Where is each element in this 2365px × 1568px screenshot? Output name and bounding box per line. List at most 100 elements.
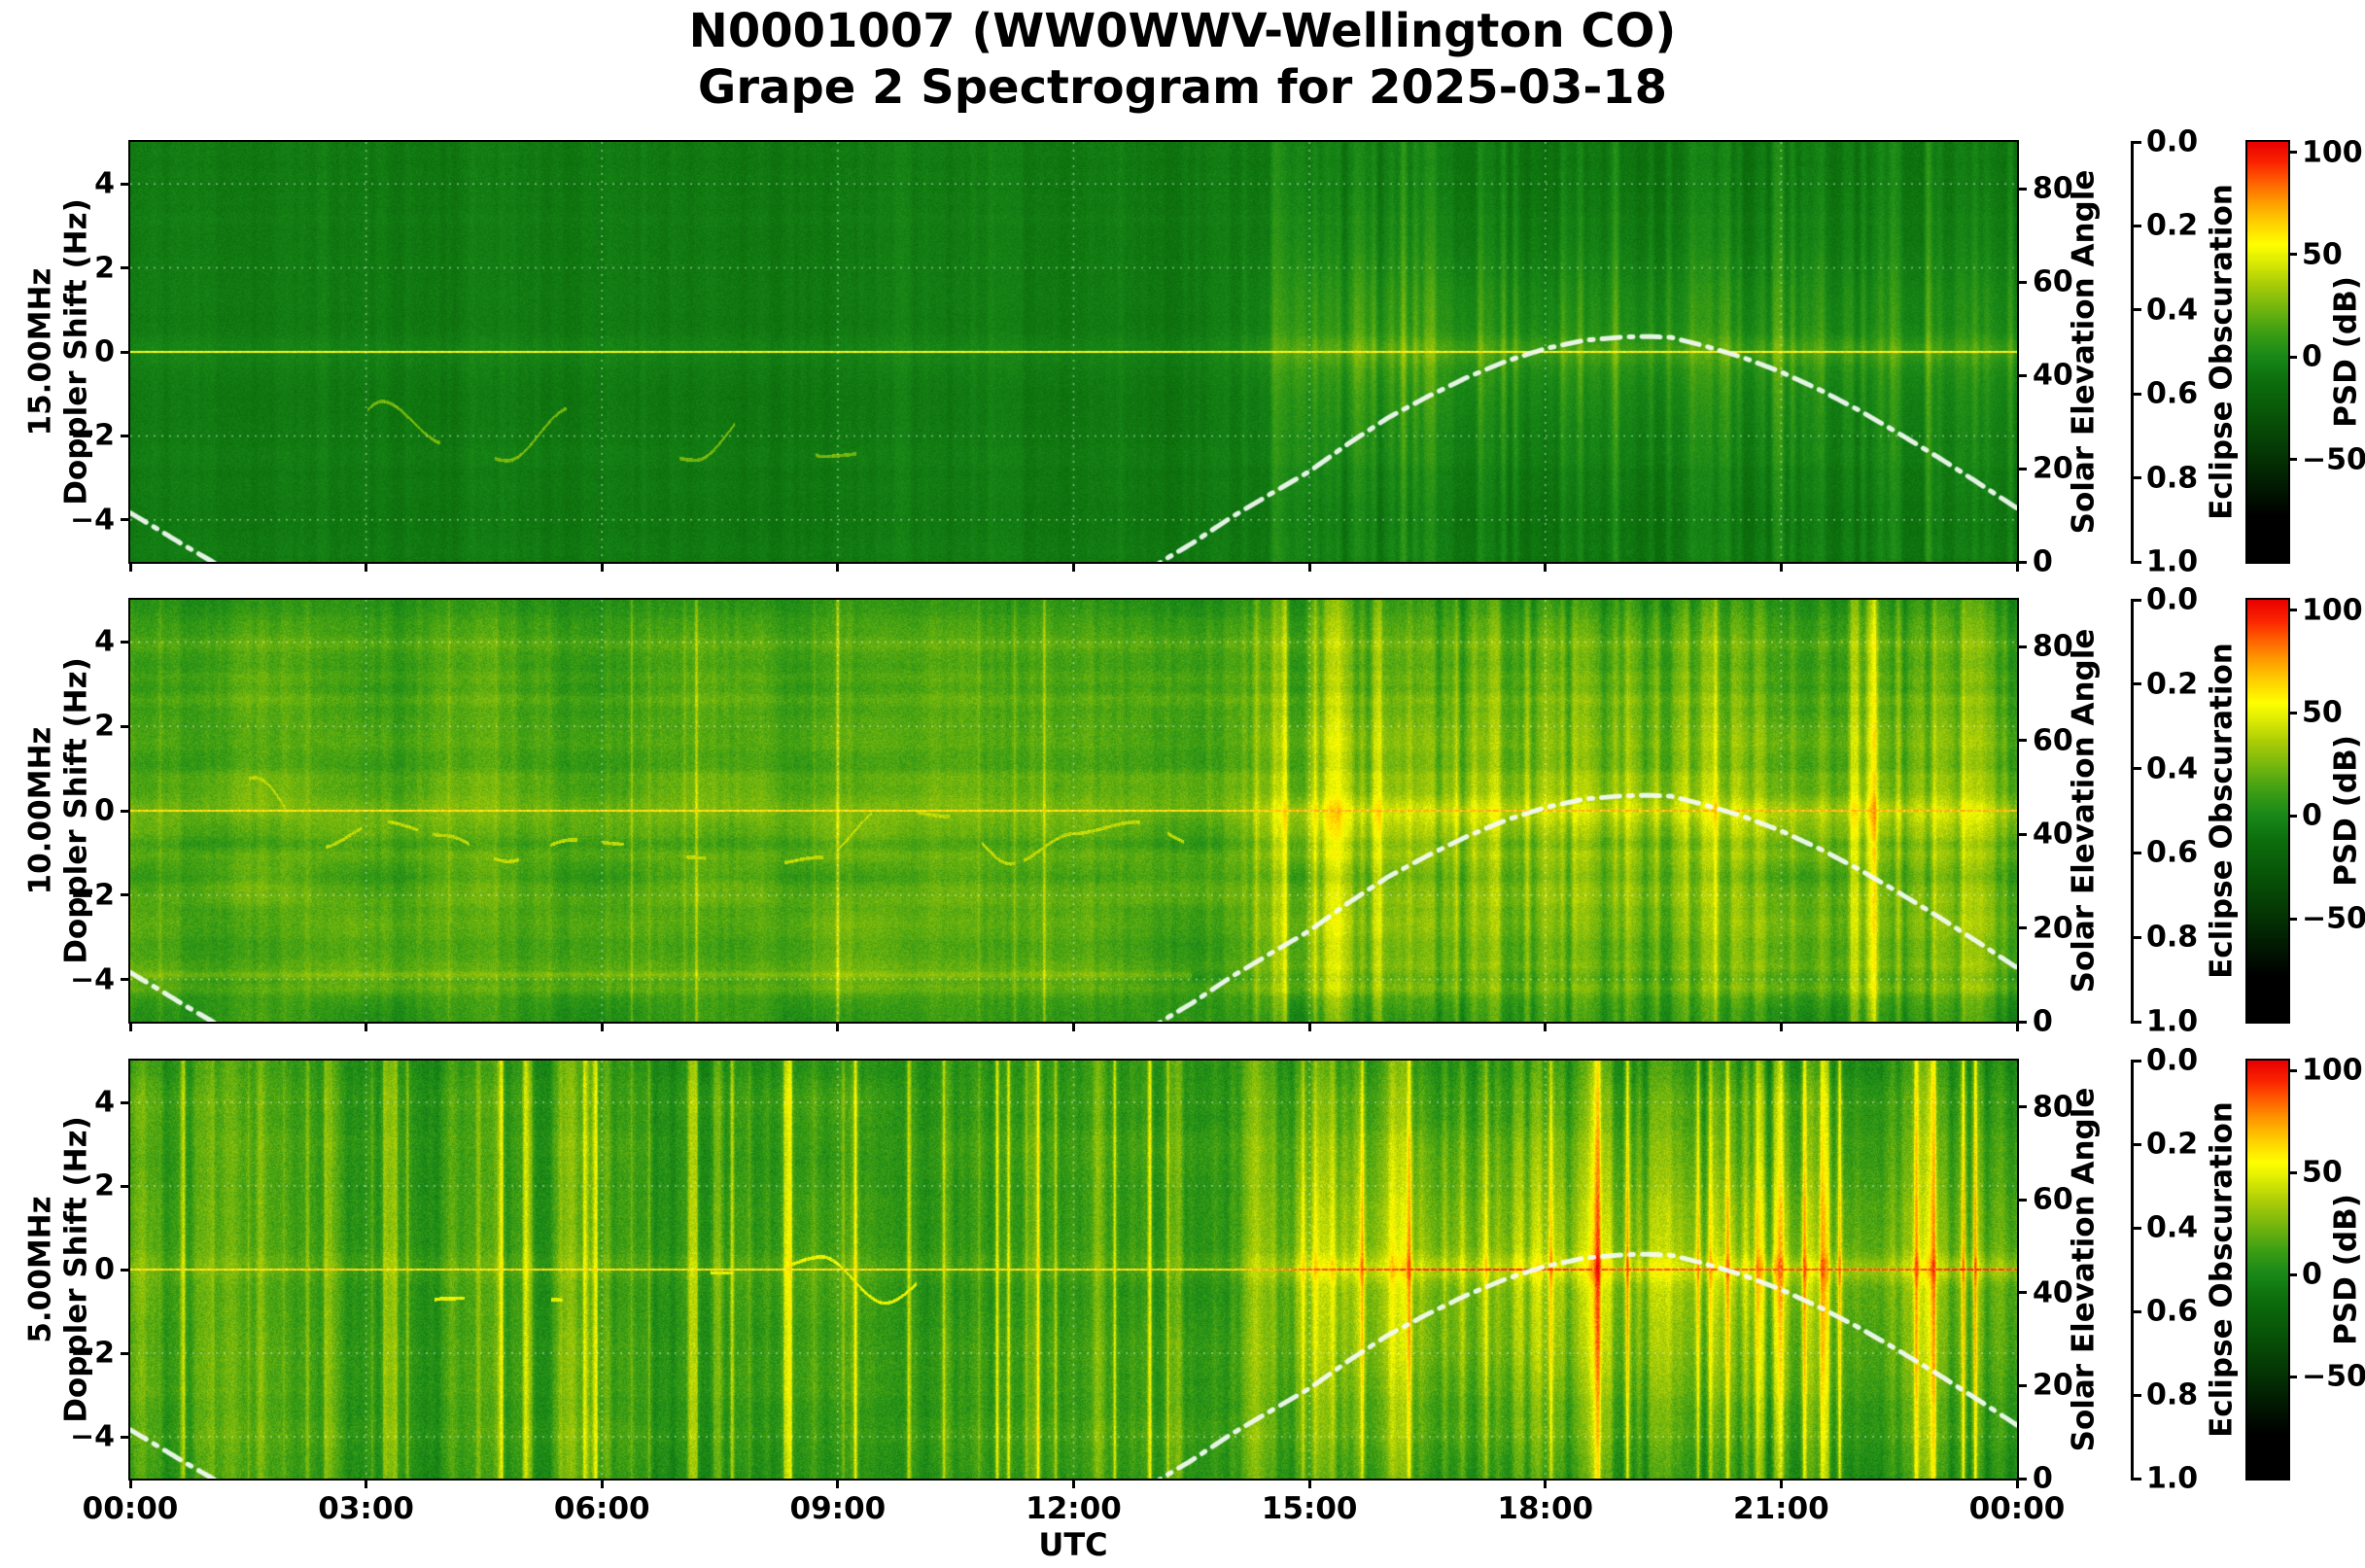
solar-tick-label: 80	[2033, 1090, 2073, 1125]
x-tick-mark	[128, 562, 132, 572]
x-tick-label: 09:00	[789, 1491, 887, 1526]
colorbar-tick-mark	[2288, 814, 2297, 818]
eclipse-tick-label: 1.0	[2146, 1461, 2199, 1496]
x-tick-mark	[365, 1022, 368, 1031]
x-tick-mark	[128, 1022, 132, 1031]
x-tick-mark	[1544, 1022, 1548, 1031]
eclipse-tick-mark	[2131, 767, 2141, 771]
eclipse-tick-label: 0.4	[2146, 293, 2199, 328]
x-tick-mark	[1544, 1479, 1548, 1488]
eclipse-tick-label: 0.6	[2146, 376, 2199, 411]
colorbar-tick-label: 50	[2302, 695, 2343, 730]
solar-tick-mark	[2017, 832, 2027, 836]
eclipse-tick-mark	[2131, 598, 2141, 602]
doppler-shift-label: Doppler Shift (Hz)	[58, 198, 93, 505]
solar-tick-mark	[2017, 1198, 2027, 1202]
x-tick-mark	[1779, 1022, 1783, 1031]
eclipse-tick-label: 1.0	[2146, 544, 2199, 579]
x-tick-label: 18:00	[1497, 1491, 1594, 1526]
band-label: 15.00MHz	[22, 267, 58, 436]
spectrogram-panel-15mhz	[128, 140, 2019, 564]
y-tick-mark	[121, 1268, 130, 1272]
x-tick-label: 03:00	[318, 1491, 414, 1526]
eclipse-tick-label: 0.4	[2146, 1210, 2199, 1245]
colorbar-tick-label: 0	[2302, 798, 2322, 833]
solar-tick-mark	[2017, 1105, 2027, 1109]
solar-tick-mark	[2017, 467, 2027, 470]
spectrogram-10mhz-canvas	[130, 600, 2017, 1022]
x-tick-mark	[2015, 1479, 2019, 1488]
y-tick-label: −2	[69, 1336, 115, 1371]
y-tick-mark	[121, 809, 130, 813]
colorbar-tick-mark	[2288, 1375, 2297, 1378]
solar-tick-label: 40	[2033, 1275, 2073, 1310]
x-tick-mark	[1072, 562, 1075, 572]
colorbar-5mhz	[2245, 1059, 2290, 1481]
eclipse-tick-label: 0.0	[2146, 1043, 2199, 1078]
x-tick-mark	[836, 1022, 840, 1031]
solar-tick-mark	[2017, 926, 2027, 930]
y-tick-label: 2	[94, 709, 115, 744]
x-tick-mark	[836, 562, 840, 572]
solar-tick-label: 80	[2033, 171, 2073, 206]
x-tick-mark	[1779, 1479, 1783, 1488]
eclipse-tick-label: 0.0	[2146, 582, 2199, 617]
eclipse-tick-mark	[2131, 1309, 2141, 1313]
eclipse-tick-label: 0.8	[2146, 920, 2199, 955]
colorbar-tick-label: −50	[2302, 442, 2365, 477]
colorbar-tick-label: 100	[2302, 593, 2363, 628]
eclipse-tick-mark	[2131, 392, 2141, 396]
x-tick-mark	[365, 562, 368, 572]
solar-tick-mark	[2017, 1020, 2027, 1024]
solar-tick-mark	[2017, 739, 2027, 743]
spectrogram-panel-10mhz	[128, 598, 2019, 1024]
eclipse-tick-label: 0.2	[2146, 1127, 2199, 1162]
figure-title: N0001007 (WW0WWV-Wellington CO) Grape 2 …	[0, 4, 2365, 116]
title-line-2: Grape 2 Spectrogram for 2025-03-18	[697, 59, 1668, 115]
y-tick-label: −4	[69, 1419, 115, 1454]
x-tick-label: 00:00	[1968, 1491, 2066, 1526]
y-tick-label: 0	[94, 793, 115, 828]
colorbar-tick-label: 0	[2302, 339, 2322, 374]
y-tick-mark	[121, 893, 130, 897]
colorbar-tick-label: 100	[2302, 135, 2363, 170]
eclipse-tick-mark	[2131, 1142, 2141, 1146]
psd-axis-label-3: PSD (dB)	[2328, 1194, 2364, 1345]
eclipse-tick-label: 0.6	[2146, 1294, 2199, 1329]
x-tick-mark	[1307, 1022, 1311, 1031]
eclipse-tick-label: 0.2	[2146, 208, 2199, 243]
solar-tick-label: 80	[2033, 629, 2073, 664]
solar-tick-mark	[2017, 1383, 2027, 1387]
colorbar-tick-label: 100	[2302, 1053, 2363, 1088]
y-tick-mark	[121, 434, 130, 437]
colorbar-5mhz-canvas	[2247, 1061, 2288, 1479]
y-tick-mark	[121, 182, 130, 186]
x-tick-label: 21:00	[1733, 1491, 1829, 1526]
solar-tick-mark	[2017, 280, 2027, 284]
x-tick-label: 12:00	[1026, 1491, 1122, 1526]
eclipse-tick-mark	[2131, 1477, 2141, 1481]
eclipse-axis-label-1: Eclipse Obscuration	[2204, 184, 2240, 520]
eclipse-axis-label-3: Eclipse Obscuration	[2204, 1101, 2240, 1438]
x-tick-mark	[1072, 1022, 1075, 1031]
solar-tick-mark	[2017, 373, 2027, 377]
x-tick-mark	[2015, 1022, 2019, 1031]
band-label: 5.00MHz	[22, 1196, 58, 1343]
y-tick-label: 4	[94, 1085, 115, 1120]
colorbar-15mhz-canvas	[2247, 142, 2288, 562]
solar-tick-mark	[2017, 1291, 2027, 1295]
y-tick-mark	[121, 266, 130, 270]
x-tick-label: 15:00	[1261, 1491, 1358, 1526]
y-tick-mark	[121, 1435, 130, 1439]
x-tick-mark	[1072, 1479, 1075, 1488]
colorbar-tick-label: 50	[2302, 237, 2343, 272]
title-line-1: N0001007 (WW0WWV-Wellington CO)	[688, 4, 1677, 58]
y-tick-label: −4	[69, 503, 115, 538]
solar-tick-mark	[2017, 187, 2027, 191]
y-tick-mark	[121, 350, 130, 354]
colorbar-tick-mark	[2288, 253, 2297, 257]
colorbar-tick-mark	[2288, 458, 2297, 462]
y-tick-mark	[121, 978, 130, 982]
colorbar-tick-mark	[2288, 1068, 2297, 1072]
colorbar-tick-label: −50	[2302, 1359, 2365, 1394]
